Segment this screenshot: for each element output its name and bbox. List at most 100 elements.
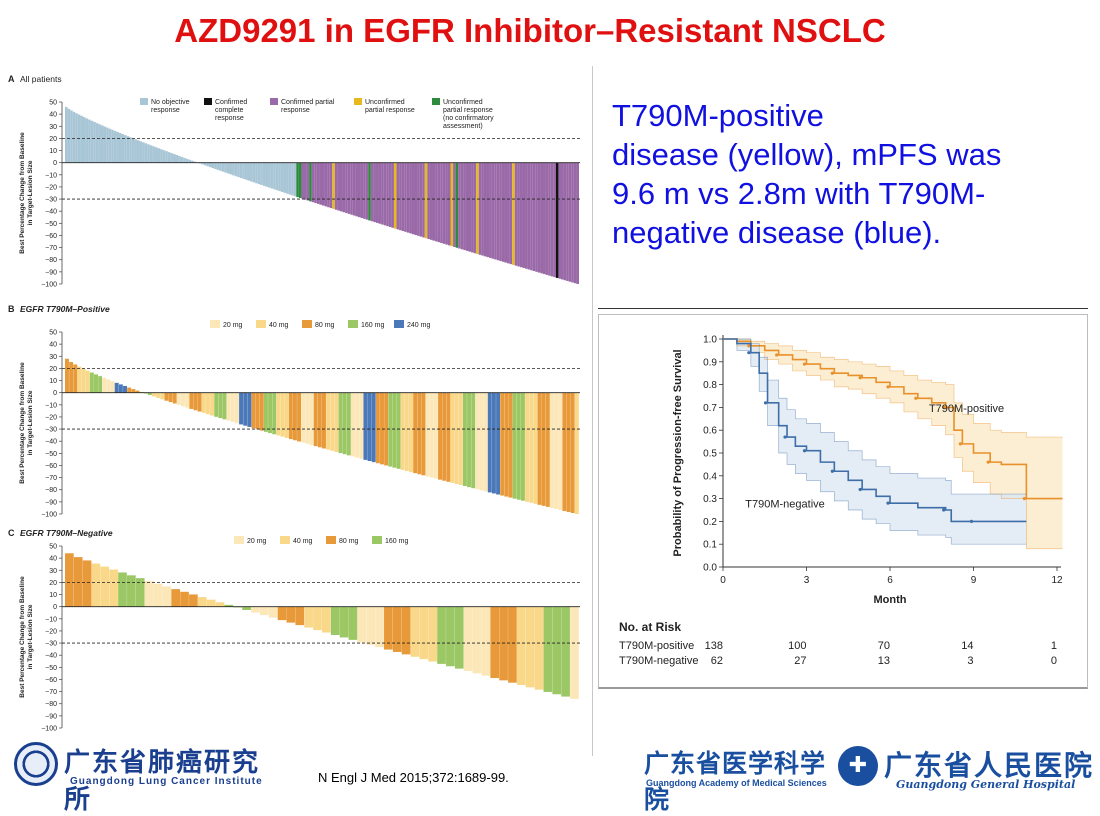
bar bbox=[286, 606, 296, 623]
bar bbox=[193, 392, 198, 411]
bar bbox=[131, 389, 136, 393]
bar bbox=[330, 606, 340, 635]
bar bbox=[90, 120, 94, 163]
risk-value: 27 bbox=[794, 655, 806, 667]
legend-label: partial response bbox=[443, 107, 493, 114]
bar bbox=[72, 111, 76, 163]
bar bbox=[147, 144, 150, 163]
legend-label: assessment) bbox=[443, 123, 483, 130]
bar bbox=[504, 162, 508, 263]
km-censor-mark bbox=[886, 501, 890, 505]
bar bbox=[352, 162, 356, 216]
bar bbox=[181, 392, 186, 407]
note-line: disease (yellow), mPFS was bbox=[612, 137, 1002, 172]
y-tick-label: −20 bbox=[45, 628, 57, 635]
bar bbox=[576, 162, 579, 284]
bar bbox=[478, 162, 482, 255]
y-tick-label: 30 bbox=[49, 568, 57, 575]
y-tick-label: 0.4 bbox=[703, 471, 717, 482]
bar bbox=[447, 162, 451, 246]
km-censor-mark bbox=[747, 344, 751, 348]
km-censor-mark bbox=[802, 362, 807, 366]
bar bbox=[82, 560, 92, 607]
bar bbox=[311, 162, 315, 203]
bar bbox=[351, 392, 355, 457]
bar bbox=[309, 162, 312, 202]
bar bbox=[404, 392, 409, 471]
bar bbox=[284, 392, 289, 438]
bar bbox=[555, 162, 559, 278]
bar bbox=[494, 162, 497, 260]
bar bbox=[309, 392, 314, 445]
bar bbox=[268, 606, 278, 618]
bar bbox=[280, 162, 284, 192]
bar bbox=[67, 108, 71, 163]
note-line: negative disease (blue). bbox=[612, 215, 942, 250]
logo-academy-en: Guangdong Academy of Medical Sciences bbox=[646, 778, 827, 788]
bar bbox=[260, 162, 263, 186]
bar bbox=[370, 162, 374, 222]
bar bbox=[399, 162, 402, 231]
bar bbox=[118, 384, 123, 393]
bar bbox=[537, 392, 542, 505]
bar bbox=[239, 162, 243, 178]
bar bbox=[324, 162, 328, 207]
bar bbox=[80, 115, 83, 163]
y-tick-label: 0.1 bbox=[703, 540, 717, 551]
bar bbox=[81, 368, 86, 393]
bar bbox=[504, 392, 509, 497]
risk-value: 0 bbox=[1051, 655, 1057, 667]
bar bbox=[432, 162, 436, 241]
y-tick-label: −100 bbox=[41, 282, 57, 289]
bar bbox=[106, 127, 109, 163]
bar bbox=[525, 162, 528, 269]
y-tick-label: −80 bbox=[45, 701, 57, 708]
legend-swatch bbox=[234, 536, 244, 544]
km-censor-mark bbox=[775, 353, 779, 357]
km-curve bbox=[723, 338, 1063, 500]
bar bbox=[232, 162, 235, 176]
bar bbox=[392, 392, 397, 468]
bar bbox=[381, 162, 384, 225]
bar bbox=[529, 392, 534, 503]
bar bbox=[568, 162, 572, 282]
bar bbox=[305, 392, 310, 444]
bar bbox=[360, 162, 364, 219]
bar bbox=[329, 162, 333, 209]
legend-label: partial response bbox=[365, 107, 415, 114]
bar bbox=[553, 162, 556, 278]
y-tick-label: −10 bbox=[45, 616, 57, 623]
bar bbox=[172, 154, 176, 163]
bar bbox=[404, 162, 407, 232]
bar bbox=[437, 606, 446, 664]
bar bbox=[255, 392, 260, 430]
bar bbox=[363, 392, 368, 460]
bar bbox=[218, 392, 223, 419]
risk-value: 62 bbox=[711, 655, 723, 667]
bar bbox=[440, 162, 443, 244]
panel-title: EGFR T790M–Negative bbox=[20, 528, 113, 538]
bar bbox=[519, 162, 523, 268]
bar bbox=[417, 392, 422, 475]
bar bbox=[183, 157, 186, 163]
bar bbox=[475, 392, 480, 490]
bar bbox=[471, 162, 474, 253]
bar bbox=[175, 155, 179, 163]
bar bbox=[288, 162, 292, 195]
bar bbox=[243, 392, 248, 426]
bar bbox=[270, 162, 274, 189]
bar bbox=[116, 131, 119, 163]
bar bbox=[445, 162, 448, 245]
y-tick-label: 0 bbox=[53, 604, 57, 611]
bar bbox=[286, 162, 289, 194]
bar bbox=[93, 121, 96, 163]
y-tick-label: −100 bbox=[41, 512, 57, 519]
bar bbox=[265, 162, 269, 187]
bar bbox=[298, 162, 302, 198]
bar bbox=[545, 392, 550, 507]
bar bbox=[171, 589, 181, 607]
bar bbox=[548, 162, 551, 276]
bar bbox=[520, 392, 525, 501]
bar bbox=[313, 606, 322, 631]
bar bbox=[297, 392, 302, 442]
